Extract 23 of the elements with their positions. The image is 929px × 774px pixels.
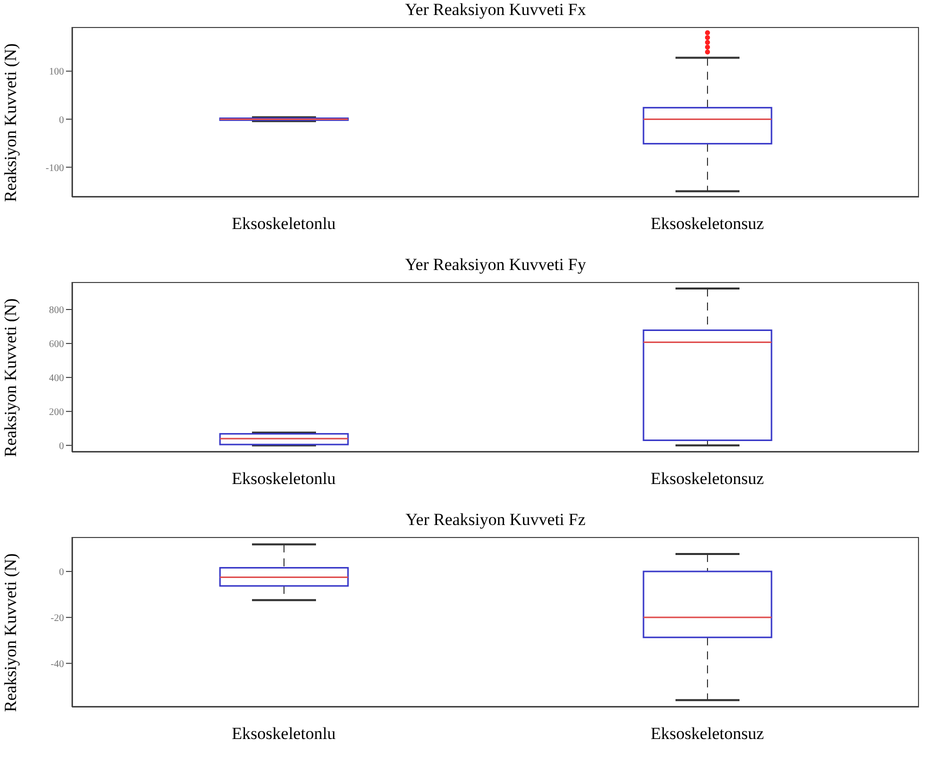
y-tick-label: -100 (46, 162, 64, 174)
x-tick-label: Eksoskeletonlu (232, 469, 336, 488)
chart-title: Yer Reaksiyon Kuvveti Fz (404, 510, 587, 531)
x-tick-label: Eksoskeletonlu (232, 214, 336, 234)
x-tick-label: Eksoskeletonlu (232, 724, 336, 744)
y-tick-label: -40 (50, 658, 64, 670)
chart-title: Yer Reaksiyon Kuvveti Fy (404, 255, 588, 276)
y-axis-title: Reaksiyon Kuvveti (N) (1, 553, 20, 712)
y-axis-title: Reaksiyon Kuvveti (N) (1, 298, 20, 457)
y-tick-label: 0 (59, 567, 64, 578)
y-tick-label: -20 (50, 612, 64, 624)
x-tick-label: Eksoskeletonsuz (650, 469, 764, 488)
x-tick-label: Eksoskeletonsuz (650, 724, 764, 744)
y-tick-label: 200 (49, 406, 64, 418)
y-tick-label: 0 (59, 440, 64, 452)
y-tick-label: 600 (49, 339, 64, 350)
x-tick-label: Eksoskeletonsuz (650, 214, 764, 234)
chart-title: Yer Reaksiyon Kuvveti Fx (404, 0, 588, 21)
y-tick-label: 800 (49, 305, 64, 316)
y-tick-label: 400 (49, 372, 64, 384)
y-tick-label: 100 (49, 66, 64, 78)
y-axis-title: Reaksiyon Kuvveti (N) (1, 43, 20, 202)
y-tick-label: 0 (59, 114, 64, 126)
